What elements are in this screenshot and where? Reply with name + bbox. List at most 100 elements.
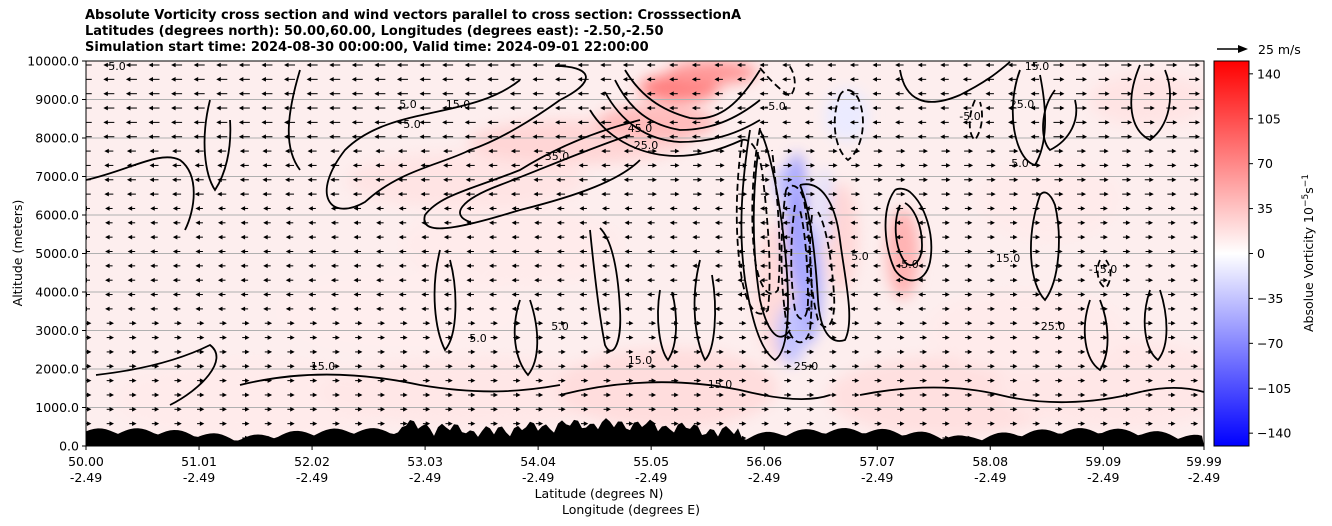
- wind-vector-head: [1125, 277, 1131, 283]
- wind-vector-head: [511, 206, 517, 211]
- wind-vector-head: [1058, 378, 1063, 383]
- wind-vector-head: [330, 277, 336, 283]
- wind-vector-head: [669, 206, 675, 211]
- wind-vector-head: [261, 91, 266, 96]
- wind-vector-head: [810, 148, 815, 154]
- wind-vector-head: [691, 77, 697, 82]
- wind-vector-head: [832, 392, 837, 398]
- wind-vector-head: [967, 249, 973, 254]
- wind-vector-head: [741, 335, 747, 340]
- wind-vector-head: [714, 249, 720, 254]
- wind-vector-head: [918, 263, 923, 269]
- wind-vector-head: [1103, 292, 1108, 297]
- wind-vector-head: [601, 263, 607, 269]
- wind-vector-head: [172, 249, 178, 254]
- wind-vector-head: [403, 421, 408, 426]
- wind-vector-head: [493, 407, 498, 412]
- wind-vector-head: [351, 120, 357, 125]
- wind-vector-head: [466, 277, 471, 283]
- wind-vector-head: [697, 148, 703, 154]
- wind-vector-head: [1125, 378, 1131, 383]
- wind-vector-head: [1082, 91, 1088, 96]
- wind-vector-head: [1105, 120, 1110, 125]
- positive-contour: [86, 156, 195, 231]
- wind-vector-head: [945, 249, 950, 254]
- wind-vector-head: [714, 263, 720, 269]
- contour-label: 5.0: [851, 250, 869, 263]
- wind-vector-head: [376, 206, 381, 211]
- negative-contour: [790, 204, 809, 320]
- wind-vector-head: [850, 249, 855, 254]
- wind-vector-head: [832, 407, 837, 412]
- wind-vector-head: [945, 292, 950, 297]
- wind-vector-head: [787, 191, 793, 197]
- wind-vector-head: [854, 320, 860, 326]
- wind-vector-head: [195, 220, 200, 226]
- wind-vector-head: [308, 263, 313, 269]
- wind-vector-head: [149, 191, 155, 197]
- wind-vector-head: [646, 105, 652, 111]
- wind-vector-head: [691, 120, 697, 125]
- wind-vector-head: [1080, 206, 1086, 211]
- wind-vector-head: [1193, 392, 1199, 398]
- wind-vector-head: [511, 249, 517, 254]
- wind-vector-head: [308, 306, 313, 312]
- wind-vector-head: [669, 134, 674, 140]
- wind-vector-head: [1172, 105, 1178, 111]
- wind-vector-head: [263, 249, 268, 254]
- wind-vector-head: [218, 249, 223, 254]
- wind-vector-head: [583, 320, 589, 326]
- wind-vector-head: [1035, 349, 1041, 355]
- wind-vector-head: [172, 277, 178, 283]
- wind-vector-head: [850, 234, 855, 240]
- wind-vector-head: [1195, 62, 1200, 68]
- wind-vector-head: [403, 320, 408, 326]
- wind-vector-head: [601, 148, 606, 154]
- wind-vector-head: [922, 335, 928, 340]
- wind-vector-head: [306, 134, 312, 140]
- wind-vector-head: [1035, 378, 1041, 383]
- wind-vector-head: [1125, 292, 1131, 297]
- wind-vector-head: [669, 91, 674, 96]
- wind-vector-head: [647, 306, 652, 312]
- wind-vector-head: [1035, 306, 1041, 312]
- wind-vector-head: [353, 277, 359, 283]
- wind-vector-head: [376, 249, 381, 254]
- wind-vector-head: [172, 148, 177, 154]
- wind-vector-head: [470, 320, 476, 326]
- wind-vector-head: [222, 335, 227, 340]
- wind-vector-head: [1103, 392, 1108, 398]
- wind-vector-head: [918, 306, 923, 312]
- wind-vector-head: [81, 91, 86, 96]
- wind-vector-head: [1036, 163, 1041, 168]
- wind-vector-head: [103, 62, 108, 68]
- wind-vector-head: [284, 62, 289, 68]
- wind-vector-head: [511, 263, 517, 269]
- wind-vector-head: [809, 421, 815, 426]
- wind-vector-head: [922, 349, 928, 355]
- wind-vector-head: [398, 306, 404, 312]
- wind-vector-head: [922, 407, 928, 412]
- wind-vector-head: [534, 249, 539, 254]
- vorticity-blob: [317, 357, 638, 428]
- wind-vector-head: [509, 120, 515, 125]
- wind-vector-head: [990, 320, 995, 326]
- wind-vector-head: [398, 220, 404, 226]
- wind-vector-head: [940, 91, 945, 96]
- wind-vector-head: [312, 392, 318, 398]
- wind-vector-head: [855, 191, 861, 197]
- wind-vector-head: [127, 234, 133, 240]
- wind-vector-head: [150, 306, 155, 312]
- x-tick-label-longitude: -2.49: [635, 470, 667, 485]
- wind-vector-head: [962, 134, 968, 140]
- wind-vector-head: [1126, 148, 1132, 154]
- wind-vector-head: [284, 134, 289, 140]
- wind-vector-head: [105, 306, 110, 312]
- wind-vector-head: [945, 234, 950, 240]
- wind-vector-head: [855, 177, 861, 183]
- wind-vector-head: [442, 62, 447, 68]
- wind-vector-head: [312, 421, 318, 426]
- wind-vector-head: [962, 120, 968, 125]
- wind-vector-head: [240, 249, 246, 254]
- wind-vector-head: [245, 378, 250, 383]
